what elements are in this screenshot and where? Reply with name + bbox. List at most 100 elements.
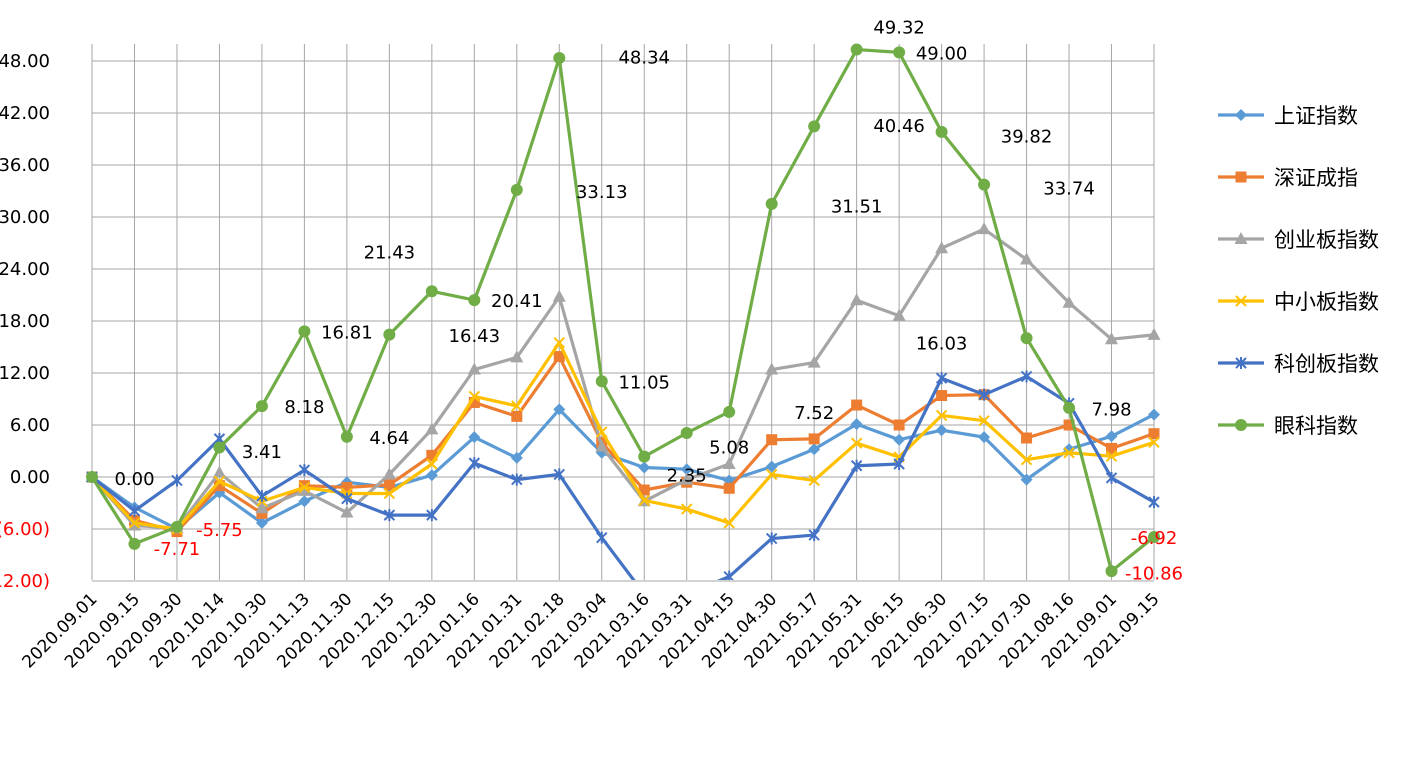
data-point-marker <box>851 399 863 411</box>
data-point-marker <box>1105 471 1118 484</box>
data-point-marker <box>766 434 778 446</box>
data-point-marker <box>1020 252 1034 265</box>
data-label: 21.43 <box>364 243 416 264</box>
legend-label: 中小板指数 <box>1274 290 1379 314</box>
data-point-marker <box>638 494 650 507</box>
data-point-marker <box>1147 327 1161 340</box>
series-lines <box>85 43 1161 580</box>
data-label: 49.32 <box>873 17 925 38</box>
y-tick-label: 6.00 <box>10 415 50 436</box>
data-point-marker <box>255 516 268 529</box>
y-tick-label: 0.00 <box>10 467 50 488</box>
data-point-marker <box>893 433 906 446</box>
data-point-marker <box>1020 453 1033 466</box>
data-point-marker <box>553 403 566 416</box>
data-label: -10.86 <box>1125 563 1183 584</box>
data-point-marker <box>1148 436 1160 449</box>
legend-item: 上证指数 <box>1218 104 1358 128</box>
data-point-marker <box>1235 171 1247 183</box>
y-tick-label: 18.00 <box>0 311 50 332</box>
data-point-marker <box>723 570 735 580</box>
data-point-marker <box>298 495 311 508</box>
data-point-marker <box>1105 430 1118 443</box>
data-point-marker <box>1020 370 1033 383</box>
data-point-marker <box>511 473 523 486</box>
data-point-marker <box>935 409 948 422</box>
data-point-marker <box>978 431 991 444</box>
data-point-marker <box>553 52 566 65</box>
y-tick-label: 42.00 <box>0 103 50 124</box>
data-label: 5.08 <box>709 438 749 459</box>
data-point-marker <box>935 372 948 385</box>
data-point-marker <box>1105 450 1118 462</box>
legend-label: 眼科指数 <box>1274 414 1358 438</box>
data-point-marker <box>1062 295 1076 308</box>
series-line <box>91 407 1155 531</box>
data-point-marker <box>680 463 693 476</box>
data-point-marker <box>935 125 948 138</box>
x-axis-tick-labels: 2020.09.012020.09.152020.09.302020.10.14… <box>19 589 1164 672</box>
data-point-marker <box>850 43 863 56</box>
data-point-marker <box>596 531 608 544</box>
data-point-marker <box>638 450 651 463</box>
data-point-marker <box>510 350 524 363</box>
data-point-marker <box>808 529 820 542</box>
data-point-marker <box>935 424 948 437</box>
data-point-marker <box>467 362 481 375</box>
legend-label: 科创板指数 <box>1274 352 1379 376</box>
data-point-marker <box>765 468 778 481</box>
data-point-marker <box>596 426 608 438</box>
data-point-marker <box>510 183 523 196</box>
data-point-marker <box>638 461 651 474</box>
data-label: 11.05 <box>618 373 670 394</box>
data-point-marker <box>638 484 650 496</box>
data-point-marker <box>128 504 141 517</box>
data-point-marker <box>340 505 354 518</box>
data-label: 33.74 <box>1043 179 1095 200</box>
data-point-marker <box>426 458 438 470</box>
data-point-marker <box>510 451 523 464</box>
data-point-marker <box>1234 232 1248 244</box>
data-point-marker <box>893 419 905 431</box>
data-point-marker <box>1235 357 1247 369</box>
data-label: 31.51 <box>831 197 883 218</box>
data-point-marker <box>128 537 141 550</box>
data-point-marker <box>680 426 693 439</box>
series-group <box>86 43 1160 578</box>
data-point-marker <box>170 520 183 533</box>
data-point-marker <box>1063 401 1076 414</box>
data-point-marker <box>341 492 353 505</box>
data-point-marker <box>256 507 268 519</box>
data-point-marker <box>383 328 396 341</box>
data-label: 20.41 <box>491 291 543 312</box>
data-point-marker <box>426 509 438 522</box>
y-tick-label: 12.00 <box>0 363 50 384</box>
data-label: 7.52 <box>794 403 834 424</box>
data-point-marker <box>1148 408 1160 421</box>
data-point-marker <box>893 458 905 470</box>
data-label: 4.64 <box>369 428 409 449</box>
data-point-marker <box>723 517 735 529</box>
series-line <box>90 227 1155 530</box>
data-point-marker <box>468 431 481 444</box>
data-point-marker <box>808 443 821 456</box>
data-point-marker <box>723 405 736 418</box>
data-point-marker <box>553 468 565 481</box>
data-point-marker <box>936 390 948 402</box>
data-point-marker <box>468 457 481 470</box>
data-label: 8.18 <box>284 397 324 418</box>
data-point-marker <box>341 481 353 493</box>
data-point-marker <box>850 293 864 306</box>
data-point-marker <box>1235 419 1247 431</box>
data-point-marker <box>1148 530 1160 543</box>
data-labels: 0.00 -7.71-5.75 3.41 8.18 16.81 4.64 21.43 16.4… <box>114 17 1183 584</box>
data-point-marker <box>171 474 183 487</box>
data-point-marker <box>425 469 438 482</box>
data-point-marker <box>1105 565 1118 578</box>
data-label: 40.46 <box>873 116 925 137</box>
data-point-marker <box>807 355 821 368</box>
y-tick-label: 48.00 <box>0 51 50 72</box>
data-point-marker <box>1020 332 1033 345</box>
